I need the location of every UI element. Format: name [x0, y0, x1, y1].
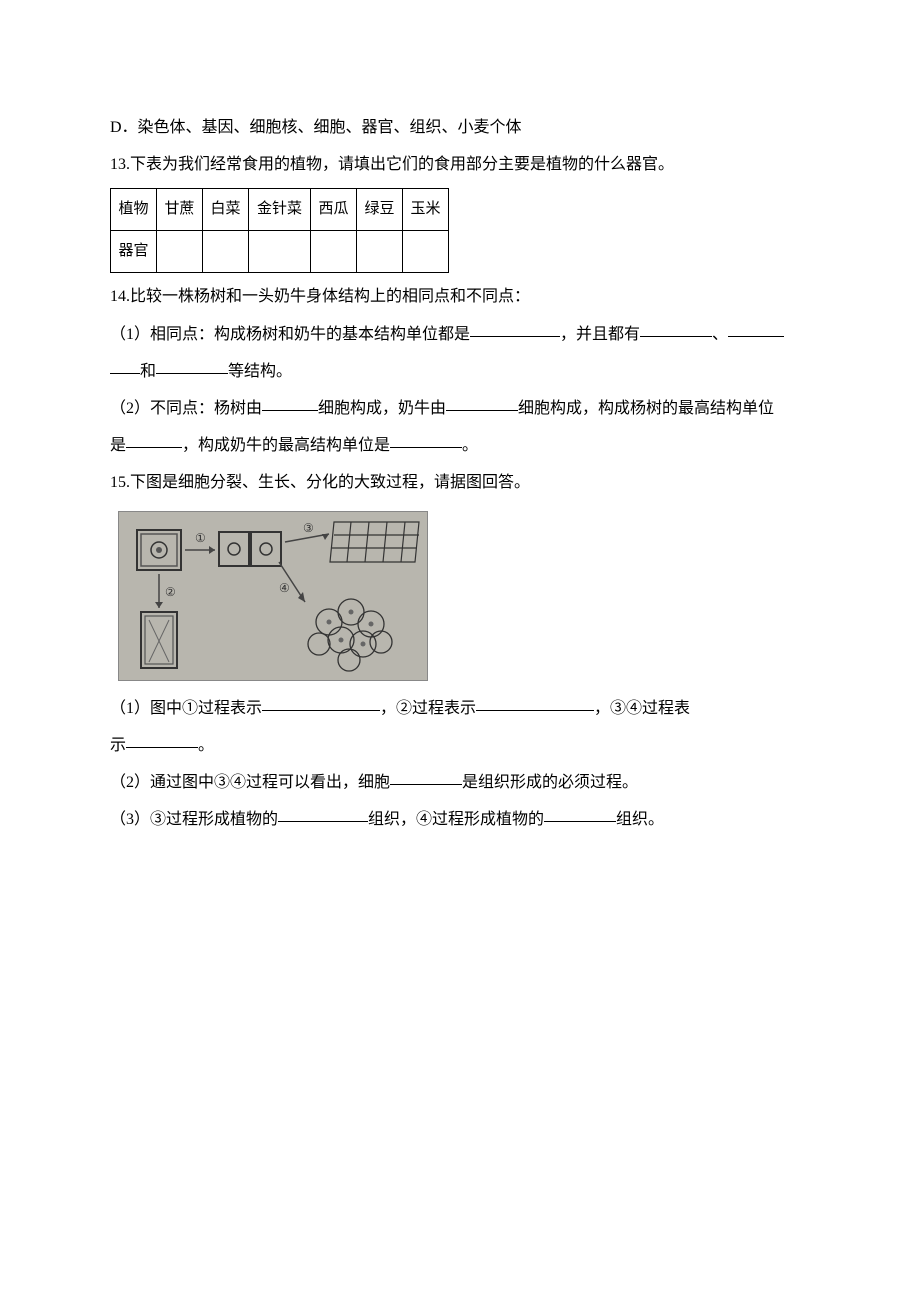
blank-input[interactable] [544, 806, 616, 822]
blank-input[interactable] [110, 358, 140, 374]
text-fragment: 细胞构成，奶牛由 [318, 400, 446, 417]
fig-label-4: ④ [279, 581, 290, 595]
blank-input[interactable] [390, 432, 462, 448]
q14-part2-line1: （2）不同点：杨树由 细胞构成，奶牛由 细胞构成，构成杨树的最高结构单位 [110, 391, 810, 426]
blank-input[interactable] [262, 695, 380, 711]
blank-input[interactable] [470, 321, 560, 337]
q13-answer-cell[interactable] [203, 231, 249, 273]
blank-input[interactable] [126, 432, 182, 448]
text-fragment: （1）相同点：构成杨树和奶牛的基本结构单位都是 [110, 326, 470, 343]
text-fragment: 等结构。 [228, 363, 292, 380]
q13-col-2: 金针菜 [249, 189, 311, 231]
text-fragment: ，③④过程表 [594, 700, 690, 717]
text-fragment: 组织。 [616, 811, 664, 828]
text-fragment: 、 [712, 326, 728, 343]
q15-figure: ① ② ③ ④ [118, 511, 428, 681]
blank-input[interactable] [640, 321, 712, 337]
q13-answer-cell[interactable] [403, 231, 449, 273]
text-fragment: （2）不同点：杨树由 [110, 400, 262, 417]
q13-col-3: 西瓜 [311, 189, 357, 231]
text-fragment: 是组织形成的必须过程。 [462, 774, 638, 791]
text-fragment: （1）图中①过程表示 [110, 700, 262, 717]
blank-input[interactable] [390, 769, 462, 785]
text-fragment: ，②过程表示 [380, 700, 476, 717]
q15-prompt: 15.下图是细胞分裂、生长、分化的大致过程，请据图回答。 [110, 465, 810, 500]
q13-col-4: 绿豆 [357, 189, 403, 231]
q12-option-d: D．染色体、基因、细胞核、细胞、器官、组织、小麦个体 [110, 110, 810, 145]
q15-part2: （2）通过图中③④过程可以看出，细胞 是组织形成的必须过程。 [110, 765, 810, 800]
q15-part3: （3）③过程形成植物的 组织，④过程形成植物的 组织。 [110, 802, 810, 837]
fig-label-1: ① [195, 531, 206, 545]
text-fragment: （3）③过程形成植物的 [110, 811, 278, 828]
q13-answer-cell[interactable] [357, 231, 403, 273]
blank-input[interactable] [728, 321, 784, 337]
q13-row2-label: 器官 [111, 231, 157, 273]
text-fragment: 。 [462, 437, 478, 454]
text-fragment: 和 [140, 363, 156, 380]
q15-part1-line1: （1）图中①过程表示 ，②过程表示 ，③④过程表 [110, 691, 810, 726]
q13-col-0: 甘蔗 [157, 189, 203, 231]
blank-input[interactable] [446, 395, 518, 411]
q13-prompt: 13.下表为我们经常食用的植物，请填出它们的食用部分主要是植物的什么器官。 [110, 147, 810, 182]
blank-input[interactable] [262, 395, 318, 411]
cell-diagram-svg: ① ② ③ ④ [119, 512, 429, 682]
blank-input[interactable] [126, 732, 198, 748]
q14-part1-line2: 和 等结构。 [110, 354, 810, 389]
text-fragment: 。 [198, 737, 214, 754]
fig-label-2: ② [165, 585, 176, 599]
blank-input[interactable] [278, 806, 368, 822]
text-fragment: 示 [110, 737, 126, 754]
blank-input[interactable] [156, 358, 228, 374]
text-fragment: （2）通过图中③④过程可以看出，细胞 [110, 774, 390, 791]
table-row: 植物 甘蔗 白菜 金针菜 西瓜 绿豆 玉米 [111, 189, 449, 231]
q13-answer-cell[interactable] [311, 231, 357, 273]
blank-input[interactable] [476, 695, 594, 711]
q13-col-5: 玉米 [403, 189, 449, 231]
text-fragment: 细胞构成，构成杨树的最高结构单位 [518, 400, 774, 417]
q13-row1-label: 植物 [111, 189, 157, 231]
text-fragment: ，并且都有 [560, 326, 640, 343]
table-row: 器官 [111, 231, 449, 273]
q14-part1-line1: （1）相同点：构成杨树和奶牛的基本结构单位都是 ，并且都有 、 [110, 317, 810, 352]
q13-table: 植物 甘蔗 白菜 金针菜 西瓜 绿豆 玉米 器官 [110, 188, 449, 273]
q13-answer-cell[interactable] [157, 231, 203, 273]
text-fragment: ，构成奶牛的最高结构单位是 [182, 437, 390, 454]
q13-col-1: 白菜 [203, 189, 249, 231]
q15-part1-line2: 示。 [110, 728, 810, 763]
text-fragment: 是 [110, 437, 126, 454]
q13-answer-cell[interactable] [249, 231, 311, 273]
text-fragment: 组织，④过程形成植物的 [368, 811, 544, 828]
q14-prompt: 14.比较一株杨树和一头奶牛身体结构上的相同点和不同点： [110, 279, 810, 314]
fig-label-3: ③ [303, 521, 314, 535]
q14-part2-line2: 是 ，构成奶牛的最高结构单位是 。 [110, 428, 810, 463]
